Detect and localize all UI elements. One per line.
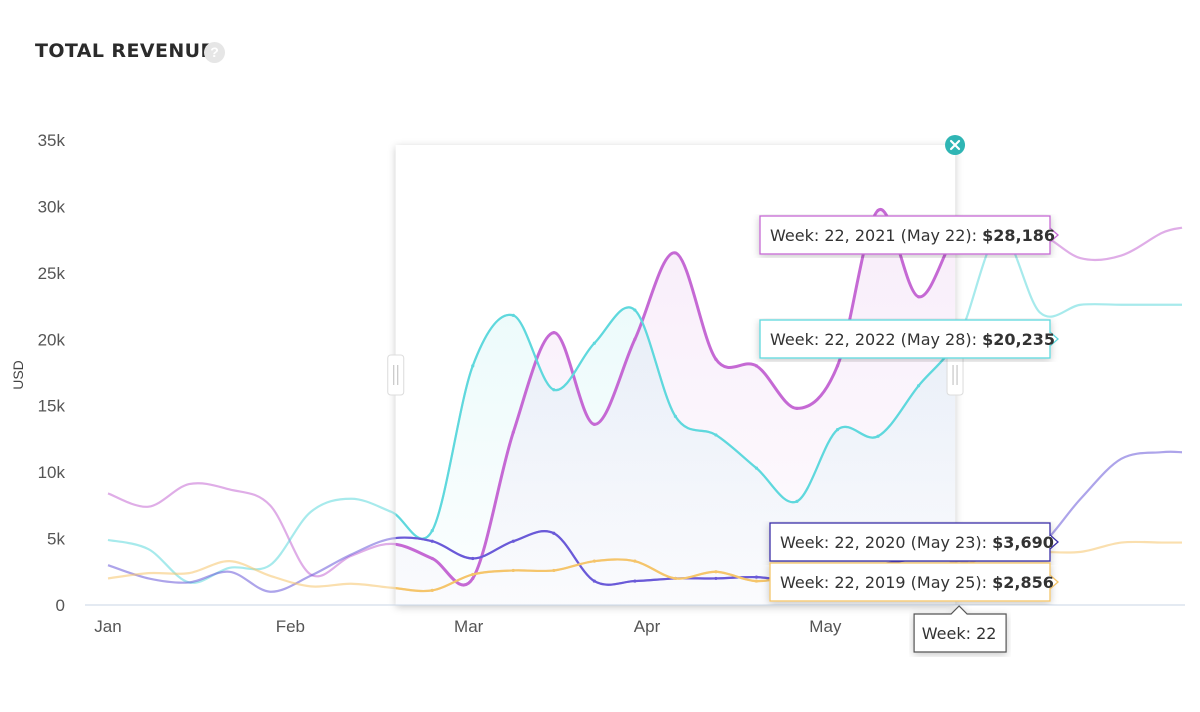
- tooltip-text: Week: 22, 2019 (May 25): $2,856: [780, 573, 1054, 592]
- data-point-s2021: [552, 331, 556, 335]
- data-point-s2021: [835, 364, 840, 368]
- data-point-s2021: [754, 364, 759, 368]
- data-point-s2022: [835, 428, 840, 432]
- data-point-s2022: [673, 414, 677, 418]
- x-tick-label: Mar: [454, 617, 484, 636]
- series-line-s2020: [395, 530, 956, 586]
- tooltip-s2020: Week: 22, 2020 (May 23): $3,690: [769, 522, 1059, 562]
- data-point-s2019: [511, 568, 515, 573]
- data-point-s2019: [754, 579, 759, 583]
- y-tick-label: 35k: [38, 131, 66, 150]
- tooltip-s2021: Week: 22, 2021 (May 22): $28,186: [759, 215, 1059, 255]
- x-tick-label: May: [809, 617, 842, 636]
- x-tick-label: Jan: [94, 617, 121, 636]
- data-point-s2020: [592, 579, 596, 583]
- data-point-s2020: [754, 575, 759, 579]
- x-tick-label: Apr: [634, 617, 661, 636]
- y-tick-label: 10k: [38, 463, 66, 482]
- x-axis: Jan Feb Mar Apr May: [94, 617, 842, 636]
- data-point-s2020: [511, 539, 515, 543]
- data-point-s2019: [430, 588, 434, 592]
- y-tick-label: 5k: [47, 530, 65, 549]
- data-point-s2021: [876, 208, 880, 213]
- crosshair-x-label: Week: 22: [922, 624, 997, 643]
- data-point-s2021: [511, 430, 515, 434]
- data-point-s2021: [430, 556, 434, 561]
- y-tick-label: 25k: [38, 264, 66, 283]
- data-point-s2021: [633, 337, 637, 341]
- data-point-s2021: [714, 357, 718, 361]
- data-point-s2019: [552, 568, 556, 573]
- y-tick-label: 15k: [38, 397, 66, 416]
- data-point-s2022: [633, 308, 637, 312]
- data-point-s2022: [430, 529, 434, 533]
- tooltip-value: $3,690: [992, 533, 1054, 552]
- tooltip-s2019: Week: 22, 2019 (May 25): $2,856: [769, 562, 1059, 602]
- tooltip-label: Week: 22, 2019 (May 25):: [780, 573, 992, 592]
- tooltip-text: Week: 22, 2022 (May 28): $20,235: [770, 330, 1055, 349]
- data-point-s2019: [633, 559, 637, 563]
- data-point-s2022: [592, 341, 596, 345]
- series-line-s2019: [395, 558, 956, 593]
- y-tick-label: 30k: [38, 197, 66, 216]
- series-line-s2021: [395, 208, 956, 587]
- tooltip-label: Week: 22, 2020 (May 23):: [780, 533, 992, 552]
- tooltip-label: Week: 22, 2021 (May 22):: [770, 226, 982, 245]
- tooltip-value: $2,856: [992, 573, 1054, 592]
- data-point-s2019: [673, 576, 677, 581]
- tooltip-value: $28,186: [982, 226, 1055, 245]
- data-point-s2019: [592, 559, 596, 563]
- data-point-s2022: [552, 388, 556, 392]
- y-tick-label: 0: [56, 596, 65, 615]
- data-point-s2022: [876, 434, 880, 438]
- data-point-s2021: [795, 406, 799, 410]
- data-point-s2020: [430, 539, 434, 543]
- crosshair-x-tooltip: Week: 22: [913, 605, 1007, 653]
- data-point-s2021: [673, 251, 677, 255]
- data-point-s2022: [714, 433, 718, 437]
- tooltip-text: Week: 22, 2020 (May 23): $3,690: [780, 533, 1054, 552]
- data-point-s2021: [916, 295, 921, 299]
- y-axis-label: USD: [10, 360, 26, 390]
- data-point-s2022: [511, 313, 515, 317]
- tooltip-s2022: Week: 22, 2022 (May 28): $20,235: [759, 319, 1059, 359]
- y-axis: 0 5k 10k 15k 20k 25k 30k 35k: [38, 131, 66, 615]
- data-point-s2020: [552, 531, 556, 535]
- chart-title: TOTAL REVENUE: [35, 40, 214, 62]
- tooltip-text: Week: 22, 2021 (May 22): $28,186: [770, 226, 1055, 245]
- data-point-s2021: [471, 576, 475, 581]
- data-point-s2020: [714, 576, 718, 581]
- tooltip-label: Week: 22, 2022 (May 28):: [770, 330, 982, 349]
- help-icon[interactable]: ?: [204, 42, 225, 63]
- data-point-s2022: [754, 466, 759, 470]
- data-point-s2020: [471, 556, 475, 561]
- data-point-s2020: [633, 579, 637, 583]
- data-point-s2021: [592, 422, 596, 426]
- data-point-s2019: [714, 570, 718, 574]
- data-point-s2022: [916, 384, 921, 388]
- series-line-s2022: [395, 306, 956, 540]
- selection-handle-right[interactable]: [946, 354, 964, 396]
- y-tick-label: 20k: [38, 330, 66, 349]
- data-point-s2022: [795, 499, 799, 503]
- selection-handle-left[interactable]: [387, 354, 405, 396]
- tooltip-value: $20,235: [982, 330, 1055, 349]
- data-point-s2019: [471, 572, 475, 577]
- close-icon[interactable]: [945, 135, 966, 155]
- data-point-s2022: [471, 364, 475, 368]
- x-tick-label: Feb: [276, 617, 305, 636]
